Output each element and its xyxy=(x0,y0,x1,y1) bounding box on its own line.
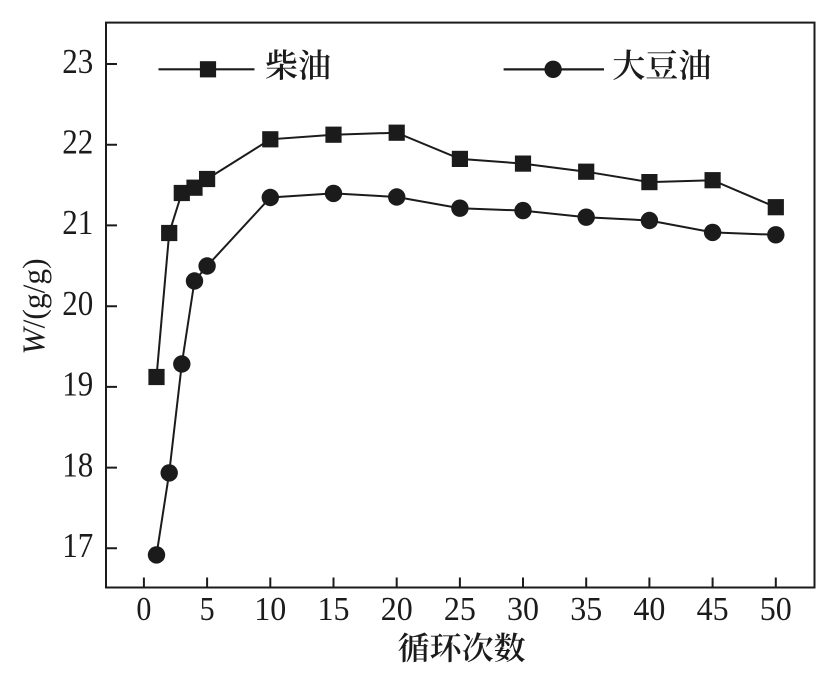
svg-text:17: 17 xyxy=(62,526,93,565)
svg-text:40: 40 xyxy=(633,591,665,628)
svg-text:5: 5 xyxy=(200,591,215,628)
svg-text:22: 22 xyxy=(62,123,93,162)
svg-text:25: 25 xyxy=(444,591,476,628)
svg-text:15: 15 xyxy=(318,591,350,628)
svg-text:50: 50 xyxy=(760,591,792,628)
svg-text:21: 21 xyxy=(62,203,93,242)
svg-text:W/(g/g): W/(g/g) xyxy=(17,258,52,354)
svg-text:23: 23 xyxy=(62,42,93,81)
svg-text:20: 20 xyxy=(62,284,93,323)
svg-text:10: 10 xyxy=(254,591,286,628)
svg-text:30: 30 xyxy=(507,591,539,628)
svg-text:0: 0 xyxy=(136,591,151,628)
svg-text:35: 35 xyxy=(570,591,602,628)
svg-text:18: 18 xyxy=(62,445,93,484)
svg-text:45: 45 xyxy=(697,591,729,628)
svg-text:19: 19 xyxy=(62,365,93,404)
svg-text:20: 20 xyxy=(381,591,413,628)
